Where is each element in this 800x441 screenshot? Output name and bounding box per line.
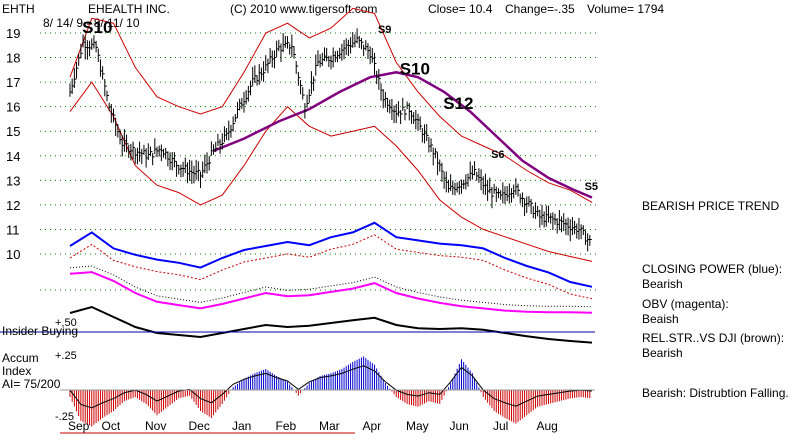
relstr-value: Bearish [642, 346, 683, 360]
closing-power-title: CLOSING POWER (blue): [642, 262, 783, 276]
y-tick-label: 11 [6, 222, 20, 237]
relstr-line [69, 305, 593, 344]
x-tick-label: Nov [145, 419, 166, 433]
accum-ma-line [69, 365, 593, 409]
price-bars [69, 28, 592, 252]
signal-label: S10 [400, 60, 430, 79]
y-tick-label: 14 [6, 149, 20, 164]
x-tick-label: Apr [363, 419, 382, 433]
obv-value: Beaish [642, 312, 679, 326]
x-tick-label: Jun [450, 419, 469, 433]
side-notes: BEARISH PRICE TREND [642, 199, 779, 214]
y-tick-labels: 19 18 17 16 15 14 13 12 11 10 [6, 26, 20, 262]
signal-label: S9 [378, 24, 391, 36]
obv-line [69, 271, 593, 314]
accum-note: Bearish: Distrubtion Falling. [642, 386, 789, 401]
ticker: EHTH [2, 2, 35, 16]
plus25-label: +.25 [55, 350, 77, 362]
x-tick-label: Oct [102, 419, 121, 433]
accum-title-2: Index [2, 364, 31, 378]
copyright: (C) 2010 www.tigersoft.com [230, 2, 377, 16]
signal-labels: S10 S9 S10 S12 S6 S5 [82, 18, 598, 193]
price-trend-note: BEARISH PRICE TREND [642, 199, 780, 213]
x-tick-label: Jul [493, 419, 508, 433]
accum-ai: AI= 75/200 [2, 377, 61, 391]
upper-band-line [69, 7, 593, 203]
x-tick-label: Jan [232, 419, 251, 433]
y-tick-label: 16 [6, 100, 20, 115]
x-tick-label: Sep [68, 419, 90, 433]
closing-power-note: CLOSING POWER (blue): Bearish [642, 262, 782, 292]
accum-index-histogram [69, 356, 593, 427]
plus50-label: +.50 [55, 317, 77, 329]
y-tick-label: 17 [6, 75, 20, 90]
x-tick-label: Aug [537, 419, 558, 433]
insider-label: Insider Buying [2, 324, 78, 338]
obv-note: OBV (magenta): Beaish [642, 297, 729, 327]
close-value: Close= 10.4 [428, 2, 493, 16]
y-tick-label: 12 [6, 198, 20, 213]
x-tick-label: Dec [189, 419, 210, 433]
company-name: EHEALTH INC. [88, 2, 170, 16]
lower-band-line [69, 81, 593, 262]
indicator-lines [69, 221, 593, 344]
signal-label: S5 [585, 181, 598, 193]
closing-power-value: Bearish [642, 277, 683, 291]
change-value: Change=-.35 [505, 2, 575, 16]
closing-power-line [69, 221, 593, 288]
accum-title-1: Accum [2, 351, 39, 365]
y-tick-label: 19 [6, 26, 20, 41]
x-tick-labels: Sep Oct Nov Dec Jan Feb Mar Apr May Jun Jul Aug [68, 419, 558, 433]
volume-value: Volume= 1794 [587, 2, 664, 16]
relstr-title: REL.STR..VS DJI (brown): [642, 331, 785, 345]
y-tick-label: 15 [6, 124, 20, 139]
signal-label: S12 [443, 94, 473, 113]
closing-power-ma [69, 234, 593, 300]
bollinger-bands [69, 7, 593, 262]
signal-label: S6 [491, 149, 504, 161]
accum-note-value: Bearish: Distrubtion Falling. [642, 386, 789, 400]
minus25-label: -.25 [55, 411, 74, 423]
x-tick-label: Feb [276, 419, 297, 433]
y-tick-label: 13 [6, 173, 20, 188]
y-tick-label: 18 [6, 51, 20, 66]
moving-average [213, 71, 593, 199]
x-tick-label: May [406, 419, 429, 433]
moving-average-line [213, 71, 593, 199]
obv-title: OBV (magenta): [642, 297, 729, 311]
x-tick-label: Mar [319, 419, 340, 433]
obv-ma [69, 265, 593, 308]
y-tick-label: 10 [6, 247, 20, 262]
relstr-note: REL.STR..VS DJI (brown): Bearish [642, 331, 784, 361]
signal-label: S10 [82, 18, 112, 37]
